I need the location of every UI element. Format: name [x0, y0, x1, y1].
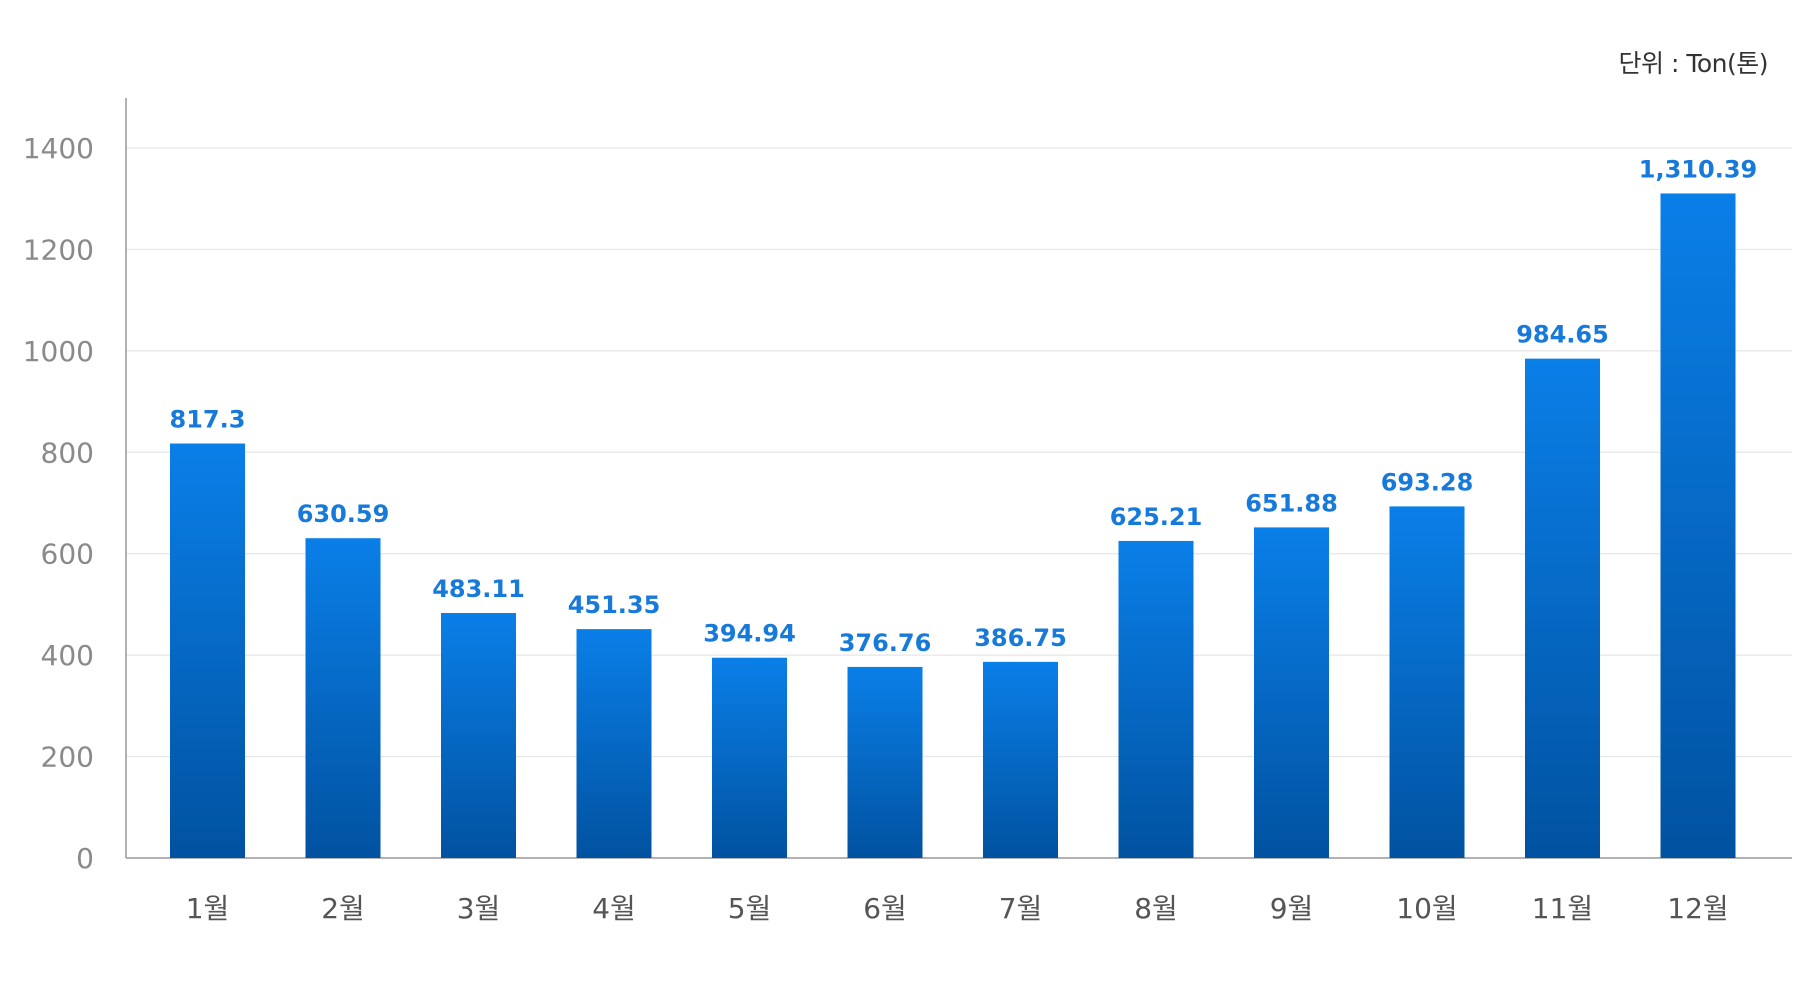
grid-lines	[126, 147, 1792, 758]
bar	[441, 612, 516, 858]
bar	[1389, 506, 1465, 858]
bar	[712, 657, 787, 858]
y-tick-label: 600	[41, 538, 94, 571]
bar	[170, 443, 245, 858]
y-tick-label: 400	[41, 639, 94, 672]
value-label: 625.21	[1110, 503, 1203, 531]
category-label: 5월	[728, 892, 772, 925]
value-labels: 817.3 630.59 483.11 451.35 394.94 376.76 386.7…	[170, 155, 1758, 656]
value-label: 817.3	[170, 406, 246, 434]
value-label: 984.65	[1516, 321, 1609, 349]
bar	[1525, 358, 1600, 858]
bar	[576, 629, 652, 858]
value-label: 386.75	[974, 624, 1067, 652]
bars	[170, 193, 1736, 858]
bar	[1118, 540, 1194, 858]
value-label: 451.35	[568, 591, 661, 619]
value-label: 376.76	[839, 629, 932, 657]
y-tick-label: 0	[76, 842, 94, 875]
axes	[125, 98, 1792, 859]
y-tick-label: 200	[41, 741, 94, 774]
bar	[1254, 527, 1329, 858]
category-label: 7월	[999, 892, 1043, 925]
category-label: 4월	[592, 892, 636, 925]
y-tick-label: 1000	[23, 335, 94, 368]
value-label: 630.59	[297, 500, 390, 528]
bar	[305, 538, 381, 858]
bar	[983, 661, 1058, 858]
category-labels: 1월 2월 3월 4월 5월 6월 7월 8월 9월 10월 11월 12월	[186, 892, 1729, 925]
category-label: 11월	[1532, 892, 1593, 925]
category-label: 8월	[1134, 892, 1178, 925]
category-label: 6월	[863, 892, 907, 925]
y-tick-label: 800	[41, 436, 94, 469]
value-label: 651.88	[1245, 489, 1338, 517]
category-label: 1월	[186, 892, 230, 925]
value-label: 1,310.39	[1639, 155, 1757, 183]
y-tick-label: 1400	[23, 132, 94, 165]
category-label: 12월	[1667, 892, 1728, 925]
value-label: 693.28	[1381, 468, 1474, 496]
unit-label: 단위 : Ton(톤)	[1618, 49, 1769, 78]
y-tick-label: 1200	[23, 233, 94, 266]
category-label: 10월	[1396, 892, 1457, 925]
category-label: 3월	[457, 892, 501, 925]
bar	[1660, 193, 1736, 858]
value-label: 483.11	[432, 575, 525, 603]
y-tick-labels: 0 200 400 600 800 1000 1200 1400	[23, 132, 94, 875]
bar	[847, 666, 923, 858]
value-label: 394.94	[703, 620, 796, 648]
category-label: 9월	[1270, 892, 1314, 925]
category-label: 2월	[321, 892, 365, 925]
